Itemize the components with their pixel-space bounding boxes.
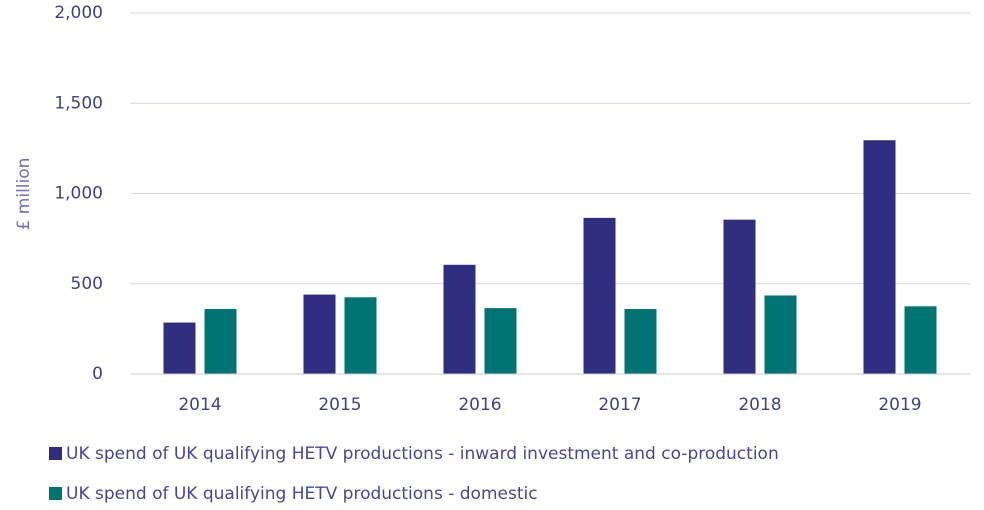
legend-label: UK spend of UK qualifying HETV productio… [66, 444, 779, 464]
bar [163, 322, 196, 374]
y-tick-label: 500 [71, 274, 103, 294]
x-tick-label: 2019 [878, 395, 921, 415]
bar [904, 306, 937, 374]
bar [443, 264, 476, 374]
y-tick-label: 0 [92, 364, 103, 384]
bar [303, 294, 336, 374]
bar [764, 295, 797, 374]
y-tick-label: 1,500 [54, 93, 103, 113]
bar [723, 219, 756, 374]
x-tick-label: 2016 [458, 395, 501, 415]
bar [583, 217, 616, 374]
x-tick-label: 2017 [598, 395, 641, 415]
bar [204, 309, 237, 374]
bar [344, 297, 377, 374]
y-axis-label: £ million [14, 158, 34, 231]
x-tick-label: 2014 [178, 395, 221, 415]
x-tick-label: 2015 [318, 395, 361, 415]
legend-label: UK spend of UK qualifying HETV productio… [66, 484, 538, 504]
bar [863, 140, 896, 374]
x-tick-label: 2018 [738, 395, 781, 415]
bar [624, 309, 657, 374]
y-tick-label: 2,000 [54, 3, 103, 23]
bar [484, 308, 517, 374]
y-tick-label: 1,000 [54, 184, 103, 204]
legend-swatch [49, 487, 62, 500]
legend-swatch [49, 447, 62, 460]
